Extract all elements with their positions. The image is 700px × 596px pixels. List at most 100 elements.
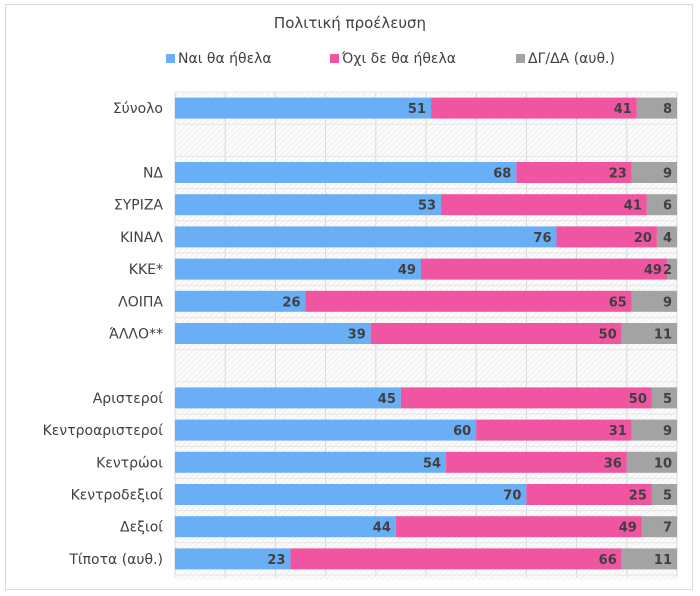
data-label-yes: 26 — [282, 295, 300, 310]
data-label-no: 49 — [644, 263, 662, 278]
bar-dk — [641, 516, 677, 538]
data-label-yes: 76 — [533, 231, 551, 246]
bar-dk — [656, 226, 677, 248]
bar-yes — [175, 323, 371, 344]
data-label-dk: 9 — [663, 295, 672, 310]
bar-no — [290, 548, 622, 570]
bar-yes — [175, 290, 306, 312]
legend-label-no: Όχι δε θα ήθελα — [342, 51, 456, 67]
data-label-yes: 23 — [267, 553, 285, 568]
bar-no — [516, 162, 632, 183]
category-label: ΆΛΛΟ** — [109, 327, 163, 343]
bar-yes — [175, 484, 527, 505]
data-label-no: 41 — [624, 199, 642, 214]
bar-yes — [175, 97, 432, 119]
legend-swatch-dk — [516, 54, 525, 63]
bar-dk — [631, 290, 677, 312]
data-label-dk: 9 — [663, 424, 672, 439]
data-label-dk: 11 — [654, 328, 672, 343]
bar-yes — [175, 451, 447, 473]
data-label-yes: 39 — [348, 328, 366, 343]
bar-dk — [631, 419, 677, 441]
data-label-dk: 5 — [663, 489, 672, 504]
bar-no — [431, 97, 637, 119]
bar-yes — [175, 387, 401, 409]
data-label-no: 50 — [629, 392, 647, 407]
data-label-yes: 70 — [503, 489, 521, 504]
data-label-dk: 7 — [663, 521, 672, 536]
bar-dk — [621, 548, 677, 570]
data-label-yes: 54 — [423, 456, 441, 471]
category-label: Αριστεροί — [93, 391, 164, 407]
data-label-no: 49 — [619, 521, 637, 536]
data-label-dk: 9 — [663, 167, 672, 182]
data-label-dk: 10 — [654, 456, 672, 471]
legend-label-yes: Ναι θα ήθελα — [178, 51, 272, 67]
data-label-yes: 44 — [373, 521, 391, 536]
data-label-no: 36 — [604, 456, 622, 471]
category-label: ΣΥΡΙΖΑ — [114, 198, 164, 214]
bar-no — [441, 194, 647, 216]
chart-title: Πολιτική προέλευση — [273, 14, 427, 32]
bar-yes — [175, 194, 442, 216]
bar-no — [370, 323, 622, 344]
bar-no — [420, 258, 667, 280]
legend-swatch-yes — [166, 54, 175, 63]
bar-yes — [175, 548, 291, 570]
bar-no — [446, 451, 627, 473]
bar-dk — [626, 451, 677, 473]
category-label: Σύνολο — [113, 101, 163, 117]
bar-dk — [631, 162, 677, 183]
data-label-yes: 45 — [378, 392, 396, 407]
bar-dk — [666, 258, 677, 280]
bar-yes — [175, 226, 557, 248]
legend: Ναι θα ήθελα Όχι δε θα ήθελα ΔΓ/ΔΑ (αυθ.… — [0, 51, 700, 71]
bar-no — [400, 387, 652, 409]
bar-yes — [175, 419, 477, 441]
data-label-no: 66 — [599, 553, 617, 568]
category-label: Κεντροδεξιοί — [71, 488, 164, 504]
legend-item-dk: ΔΓ/ΔΑ (αυθ.) — [516, 51, 615, 67]
bar-yes — [175, 162, 517, 183]
data-label-yes: 49 — [398, 263, 416, 278]
data-label-dk: 6 — [663, 199, 672, 214]
data-label-yes: 53 — [418, 199, 436, 214]
data-label-dk: 11 — [654, 553, 672, 568]
category-label: Κεντρώοι — [96, 455, 163, 471]
bar-dk — [646, 194, 677, 216]
data-label-no: 25 — [629, 489, 647, 504]
category-label: ΚΙΝΑΛ — [120, 230, 163, 246]
data-label-yes: 68 — [493, 167, 511, 182]
data-label-dk: 8 — [663, 102, 672, 117]
data-label-dk: 2 — [663, 263, 672, 278]
bar-no — [556, 226, 657, 248]
data-label-yes: 51 — [408, 102, 426, 117]
data-label-dk: 4 — [663, 231, 672, 246]
data-label-no: 23 — [609, 167, 627, 182]
data-label-no: 20 — [634, 231, 652, 246]
category-label: ΛΟΙΠΑ — [118, 294, 163, 310]
category-label: ΚΚΕ* — [129, 262, 163, 278]
category-label: ΝΔ — [143, 166, 163, 182]
bar-no — [395, 516, 642, 538]
data-label-no: 50 — [599, 328, 617, 343]
bar-dk — [651, 484, 677, 505]
category-label: Κεντροαριστεροί — [43, 423, 164, 439]
bar-dk — [651, 387, 677, 409]
bar-yes — [175, 516, 396, 538]
bar-no — [476, 419, 632, 441]
bar-no — [526, 484, 652, 505]
data-label-yes: 60 — [453, 424, 471, 439]
data-label-dk: 5 — [663, 392, 672, 407]
category-label: Τίποτα (αυθ.) — [68, 552, 163, 568]
bar-no — [305, 290, 632, 312]
bar-dk — [621, 323, 677, 344]
data-label-no: 65 — [609, 295, 627, 310]
data-label-no: 41 — [614, 102, 632, 117]
legend-item-yes: Ναι θα ήθελα — [166, 51, 272, 67]
legend-item-no: Όχι δε θα ήθελα — [330, 51, 456, 67]
legend-label-dk: ΔΓ/ΔΑ (αυθ.) — [528, 51, 615, 67]
data-label-no: 31 — [609, 424, 627, 439]
category-label: Δεξιοί — [120, 520, 163, 536]
